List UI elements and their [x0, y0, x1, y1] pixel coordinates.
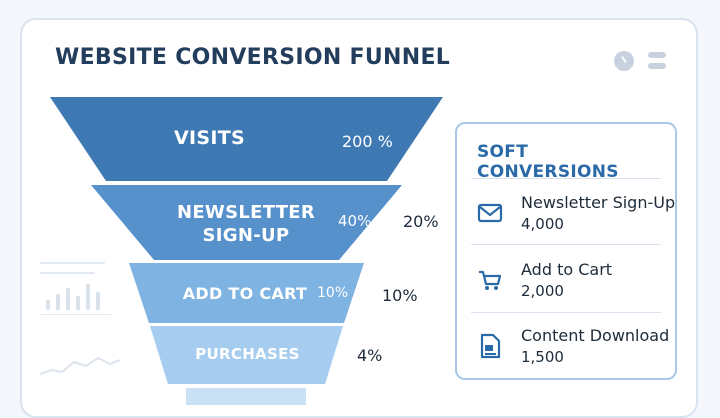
decorative-line [40, 262, 105, 264]
funnel-stage-label: PURCHASES [195, 345, 300, 363]
item-name: Add to Cart [521, 260, 613, 279]
page-title: WEBSITE CONVERSION FUNNEL [55, 45, 451, 70]
cart-icon [479, 270, 502, 290]
funnel-stage-label: ADD TO CART [182, 284, 308, 303]
item-value: 4,000 [521, 215, 564, 233]
soft-conversions-panel: SOFT CONVERSIONS Newsletter Sign-Up 4,00… [455, 122, 677, 380]
decorative-bar [76, 296, 80, 310]
list-item[interactable]: Content Download 1,500 [457, 319, 675, 379]
funnel-stage-visits[interactable]: VISITS 200 % [50, 97, 443, 181]
item-value: 1,500 [521, 348, 564, 366]
funnel-side-percent: 4% [357, 346, 383, 365]
funnel-stage-purchases[interactable]: PURCHASES [150, 326, 343, 384]
funnel-side-percent: 10% [382, 286, 418, 305]
funnel-stage-add-to-cart[interactable]: ADD TO CART 10% [129, 263, 364, 323]
divider [471, 178, 661, 179]
funnel-stage-label: NEWSLETTER SIGN-UP [176, 202, 316, 246]
decorative-bar [66, 288, 70, 310]
menu-icon[interactable] [648, 52, 666, 58]
funnel-side-percent: 20% [403, 212, 439, 231]
funnel-stage-value: 40% [338, 212, 372, 230]
menu-icon-bar [648, 63, 666, 69]
envelope-icon [477, 203, 503, 223]
item-name: Newsletter Sign-Up [521, 193, 676, 212]
decorative-line [40, 314, 112, 315]
document-icon [480, 333, 501, 359]
item-value: 2,000 [521, 282, 564, 300]
divider [471, 244, 661, 245]
decorative-line [40, 272, 95, 274]
decorative-wave [40, 356, 120, 375]
list-item[interactable]: Newsletter Sign-Up 4,000 [457, 186, 675, 246]
item-name: Content Download [521, 326, 670, 345]
funnel-stage-label: VISITS [174, 127, 245, 149]
decorative-bar [46, 300, 50, 310]
decorative-bar [96, 292, 100, 310]
funnel-stage-value: 200 % [342, 132, 393, 151]
clock-icon[interactable] [614, 51, 634, 71]
decorative-bar [86, 284, 90, 310]
panel-title: SOFT CONVERSIONS [477, 142, 619, 182]
funnel-stage-bottom [186, 388, 306, 405]
divider [471, 312, 661, 313]
funnel-stage-value: 10% [317, 285, 349, 301]
decorative-bar [56, 294, 60, 310]
list-item[interactable]: Add to Cart 2,000 [457, 253, 675, 313]
